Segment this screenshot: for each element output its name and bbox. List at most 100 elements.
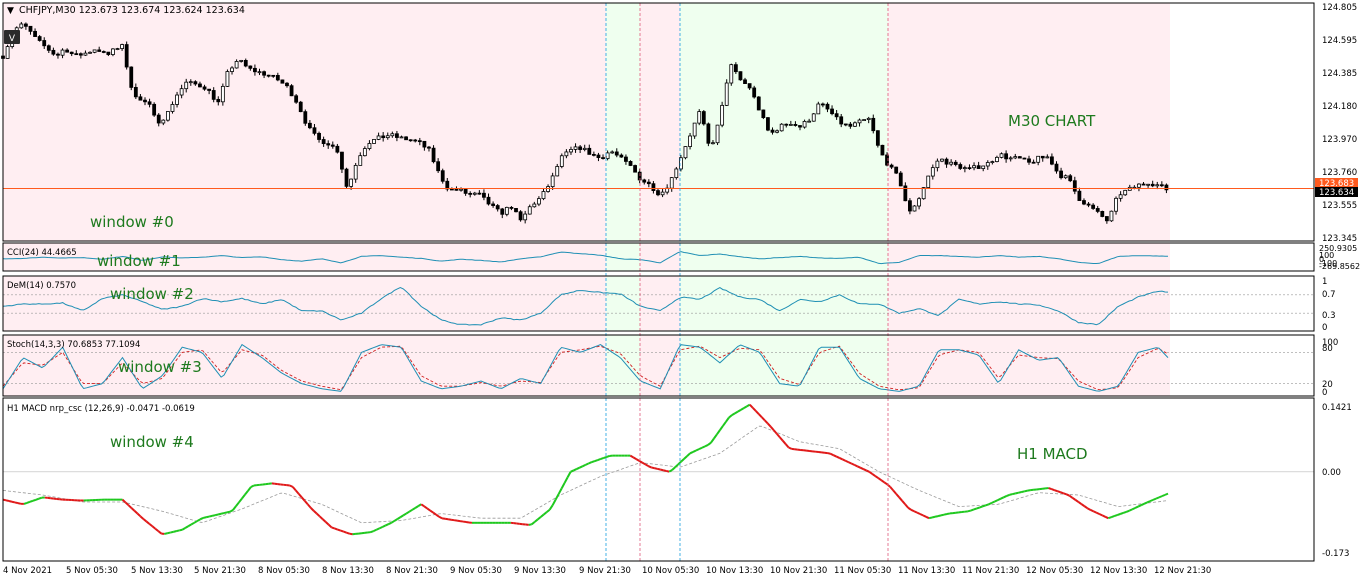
candle-body: [729, 64, 734, 84]
candle-body: [225, 71, 230, 87]
candle-body: [454, 188, 459, 191]
candle-body: [46, 45, 51, 51]
macd-segment: [167, 531, 171, 535]
candle-body: [1159, 184, 1164, 187]
macd-segment: [534, 518, 539, 523]
time-label: 12 Nov 05:30: [1026, 566, 1083, 576]
macd-segment: [871, 473, 876, 477]
candle-body: [555, 166, 560, 177]
time-label: 10 Nov 13:30: [706, 566, 763, 576]
candle-body: [816, 103, 821, 115]
stochastic-label: Stoch(14,3,3) 70.6853 77.1094: [7, 340, 140, 350]
candle-body: [69, 51, 74, 55]
macd-segment: [749, 403, 754, 409]
candle-body: [711, 142, 715, 145]
demarker-plot[interactable]: [2, 286, 1314, 326]
candle-body: [431, 147, 436, 163]
candle-body: [784, 123, 789, 126]
candle-body: [175, 94, 179, 105]
macd-segment: [557, 488, 563, 495]
macd-segment: [758, 413, 763, 418]
one-click-trade-button[interactable]: V: [4, 30, 20, 44]
candle-body: [573, 146, 578, 150]
macd-segment: [925, 515, 930, 520]
candle-body: [788, 124, 793, 126]
session-zone: [888, 276, 1170, 331]
macd-tick: -0.173: [1322, 549, 1349, 559]
macd-segment: [1101, 514, 1106, 518]
candle-body: [999, 153, 1004, 158]
candle-body: [422, 140, 427, 148]
candle-body: [564, 151, 569, 157]
header-arrow-icon[interactable]: ▼: [7, 6, 14, 16]
macd-segment: [238, 497, 243, 503]
candle-body: [500, 208, 505, 215]
macd-segment: [761, 416, 766, 421]
candle-body: [376, 135, 381, 140]
panel-frame: [2, 2, 1315, 242]
h1-macd-label: H1 MACD: [1017, 445, 1088, 463]
panel-frame: [2, 334, 1315, 397]
macd-segment: [973, 507, 978, 511]
candle-body: [733, 64, 738, 73]
candle-body: [853, 122, 857, 127]
macd-segment: [985, 503, 990, 507]
macd-segment: [827, 452, 831, 455]
candle-body: [298, 101, 303, 113]
candle-body: [161, 119, 166, 124]
candle-body: [591, 153, 596, 156]
macd-segment: [393, 518, 398, 522]
macd-segment: [880, 479, 885, 484]
macd-segment: [889, 486, 894, 492]
candle-body: [1091, 204, 1096, 209]
macd-segment: [695, 448, 700, 452]
macd-segment: [1024, 489, 1028, 493]
candle-body: [825, 103, 830, 110]
macd-segment: [991, 500, 996, 504]
candle-body: [307, 122, 312, 129]
macd-segment: [976, 506, 981, 510]
candle-body: [280, 79, 285, 84]
candle-body: [344, 168, 349, 187]
stoch-signal-line: [2, 345, 1169, 391]
macd-plot[interactable]: [2, 403, 1314, 536]
candle-body: [427, 146, 431, 149]
macd-segment: [321, 518, 327, 523]
candle-body: [1027, 158, 1031, 163]
candle-body: [807, 120, 812, 123]
macd-segment: [778, 436, 784, 442]
macd-segment: [865, 469, 870, 473]
price-plot[interactable]: [1, 21, 1315, 224]
cci-plot[interactable]: [2, 251, 1168, 265]
candle-body: [1104, 216, 1109, 222]
candle-body: [381, 135, 386, 139]
panel-frame: [2, 275, 1315, 332]
candle-body: [830, 108, 834, 115]
macd-segment: [1080, 503, 1085, 507]
macd-segment: [841, 458, 846, 462]
candle-body: [459, 188, 463, 191]
macd-segment: [591, 460, 595, 464]
macd-segment: [1116, 513, 1121, 516]
stoch-main-line: [2, 343, 1169, 392]
candle-body: [898, 172, 903, 187]
macd-segment: [680, 458, 685, 463]
candle-body: [921, 187, 926, 200]
macd-segment: [1122, 510, 1127, 514]
macd-segment: [784, 443, 790, 449]
candle-body: [216, 98, 221, 103]
stochastic-plot[interactable]: [2, 343, 1314, 392]
candle-body: [582, 147, 587, 150]
candle-body: [605, 152, 610, 159]
macd-segment: [859, 466, 864, 470]
candle-body: [537, 198, 541, 205]
candle-body: [106, 51, 111, 55]
candle-body: [152, 103, 157, 116]
candle-body: [28, 25, 33, 32]
macd-segment: [229, 509, 234, 513]
macd-segment: [1104, 515, 1109, 520]
candle-body: [1123, 189, 1128, 196]
time-label: 10 Nov 05:30: [642, 566, 699, 576]
macd-segment: [387, 521, 392, 526]
